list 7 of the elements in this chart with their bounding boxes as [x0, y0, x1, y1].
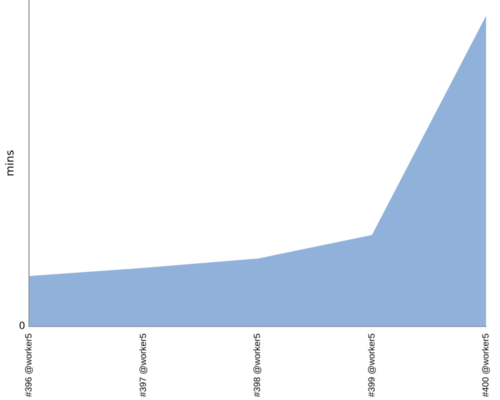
x-tick-label: #399 @worker5: [366, 333, 376, 398]
y-axis-title: mins: [3, 150, 16, 176]
text: 0: [18, 320, 26, 332]
x-tick-label: #397 @worker5: [138, 333, 148, 398]
x-tick-label: #400 @worker5: [480, 333, 491, 398]
x-tick-label: #396 @worker5: [24, 333, 34, 398]
x-tick-label: #398 @worker5: [252, 333, 262, 398]
